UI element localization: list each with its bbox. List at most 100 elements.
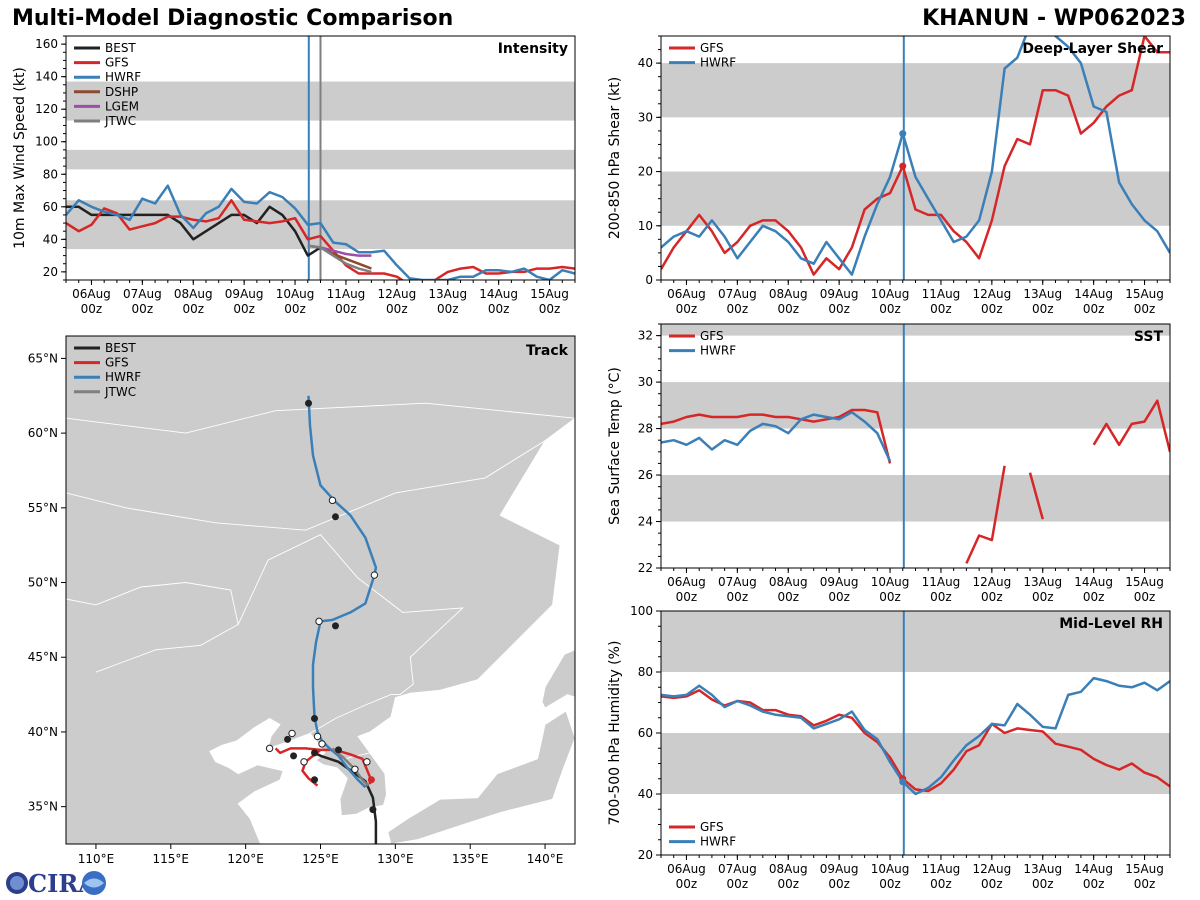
sst-ytick-label: 32: [638, 329, 653, 343]
sst-xtick-label-hour: 00z: [777, 590, 799, 604]
rh-xtick-label-hour: 00z: [1134, 877, 1156, 891]
shear-ytick-label: 30: [638, 110, 653, 124]
track-point-filled: [331, 622, 339, 630]
shear-series-gfs-0: [661, 36, 1170, 276]
shear-xtick-label-hour: 00z: [676, 302, 698, 316]
track-border-2: [309, 694, 400, 734]
intensity-xtick-label-hour: 00z: [437, 302, 459, 316]
track-xtick-label: 115°E: [153, 852, 190, 866]
rh-ytick-label: 80: [638, 665, 653, 679]
intensity-series-gfs-0: [66, 199, 575, 280]
rh-xtick-label-date: 07Aug: [718, 862, 757, 876]
panel-sst: 22242628303206Aug00z07Aug00z08Aug00z09Au…: [607, 323, 1171, 604]
shear-xtick-label-date: 09Aug: [820, 287, 859, 301]
sst-xtick-label-hour: 00z: [727, 590, 749, 604]
intensity-plot-area: [66, 36, 575, 280]
panel-track: 110°E 115°E 120°E 125°E 130°E 135°E 140°E 35°N 4…: [28, 335, 576, 866]
track-ytick-label: 35°N: [28, 800, 58, 814]
rh-xtick-label-hour: 00z: [676, 877, 698, 891]
track-border-0: [66, 582, 239, 673]
rh-ytick-label: 100: [630, 604, 653, 618]
track-legend-label-best: BEST: [105, 341, 136, 355]
sst-title: SST: [1134, 329, 1164, 345]
track-point-best: [369, 806, 377, 814]
track-border-1: [237, 534, 464, 695]
track-point-open: [328, 496, 337, 505]
intensity-xtick-label-date: 11Aug: [327, 287, 366, 301]
rh-ytick-label: 20: [638, 848, 653, 862]
sst-xtick-label-date: 12Aug: [972, 575, 1011, 589]
intensity-xtick-label-hour: 00z: [233, 302, 255, 316]
rh-series-gfs-0: [661, 689, 1170, 793]
rh-xtick-label-date: 13Aug: [1023, 862, 1062, 876]
shear-ytick-label: 40: [638, 56, 653, 70]
track-border-5: [66, 402, 575, 434]
track-ytick-label: 40°N: [28, 725, 58, 739]
rh-xtick-label-date: 11Aug: [922, 862, 961, 876]
track-xtick-label: 125°E: [302, 852, 339, 866]
track-ytick-label: 60°N: [28, 426, 58, 440]
rh-marker-hwrf: [899, 778, 907, 786]
shear-xtick-label-date: 06Aug: [667, 287, 706, 301]
sst-ytick-label: 28: [638, 422, 653, 436]
shear-xtick-label-hour: 00z: [828, 302, 850, 316]
intensity-legend-label-gfs: GFS: [105, 56, 129, 70]
intensity-legend-label-hwrf: HWRF: [105, 70, 141, 84]
track-point-open: [363, 758, 371, 766]
rh-band-1: [661, 611, 1170, 672]
track-point-open: [370, 571, 379, 579]
shear-xtick-label-hour: 00z: [1083, 302, 1105, 316]
rh-xtick-label-hour: 00z: [930, 877, 952, 891]
shear-xtick-label-date: 12Aug: [972, 287, 1011, 301]
shear-xtick-label-hour: 00z: [1134, 302, 1156, 316]
rh-xtick-label-date: 08Aug: [769, 862, 808, 876]
shear-xtick-label-hour: 00z: [981, 302, 1003, 316]
rh-xtick-label-hour: 00z: [777, 877, 799, 891]
rh-xtick-label-hour: 00z: [1083, 877, 1105, 891]
sst-series-gfs-2: [1028, 472, 1045, 520]
shear-band-0: [661, 171, 1170, 226]
intensity-ytick-label: 140: [35, 70, 58, 84]
shear-title: Deep-Layer Shear: [1022, 41, 1163, 57]
shear-xtick-label-date: 14Aug: [1074, 287, 1113, 301]
track-point-open: [288, 729, 296, 738]
intensity-legend-label-lgem: LGEM: [105, 99, 139, 113]
track-title: Track: [526, 343, 569, 359]
intensity-ytick-label: 80: [43, 167, 58, 181]
track-point-open: [313, 732, 322, 741]
track-point-filled: [290, 752, 298, 760]
rh-xtick-label-date: 14Aug: [1074, 862, 1113, 876]
rh-title: Mid-Level RH: [1059, 616, 1163, 632]
sst-xtick-label-date: 06Aug: [667, 575, 706, 589]
track-border-4: [66, 440, 546, 531]
intensity-ytick-label: 40: [43, 232, 58, 246]
track-point-gfs: [367, 776, 375, 784]
shear-ylabel: 200-850 hPa Shear (kt): [607, 77, 623, 239]
rh-ytick-label: 40: [638, 787, 653, 801]
sst-xtick-label-hour: 00z: [1083, 590, 1105, 604]
intensity-xtick-label-date: 12Aug: [377, 287, 416, 301]
track-plot-area: [66, 336, 575, 844]
sst-series-gfs-0: [661, 408, 892, 464]
shear-ytick-label: 20: [638, 165, 653, 179]
sst-xtick-label-date: 08Aug: [769, 575, 808, 589]
shear-xtick-label-date: 07Aug: [718, 287, 757, 301]
track-series-gfs: [274, 747, 372, 785]
rh-ytick-label: 60: [638, 726, 653, 740]
track-ytick-label: 45°N: [28, 650, 58, 664]
track-point-open: [300, 758, 308, 766]
panel-shear: 01020304006Aug00z07Aug00z08Aug00z09Aug00…: [607, 35, 1171, 316]
shear-xtick-label-hour: 00z: [1032, 302, 1054, 316]
rh-series-hwrf-0: [661, 676, 1170, 796]
intensity-series-best-0: [66, 205, 322, 257]
track-legend-label-hwrf: HWRF: [105, 370, 141, 384]
intensity-ytick-label: 100: [35, 135, 58, 149]
shear-plot-area: [661, 36, 1170, 280]
sst-ytick-label: 24: [638, 515, 653, 529]
sst-xtick-label-hour: 00z: [879, 590, 901, 604]
track-point-best: [311, 749, 319, 757]
sst-series-hwrf-0: [661, 411, 892, 462]
track-point-open: [315, 617, 323, 626]
rh-band-0: [661, 733, 1170, 794]
sst-legend-label-hwrf: HWRF: [700, 344, 736, 358]
